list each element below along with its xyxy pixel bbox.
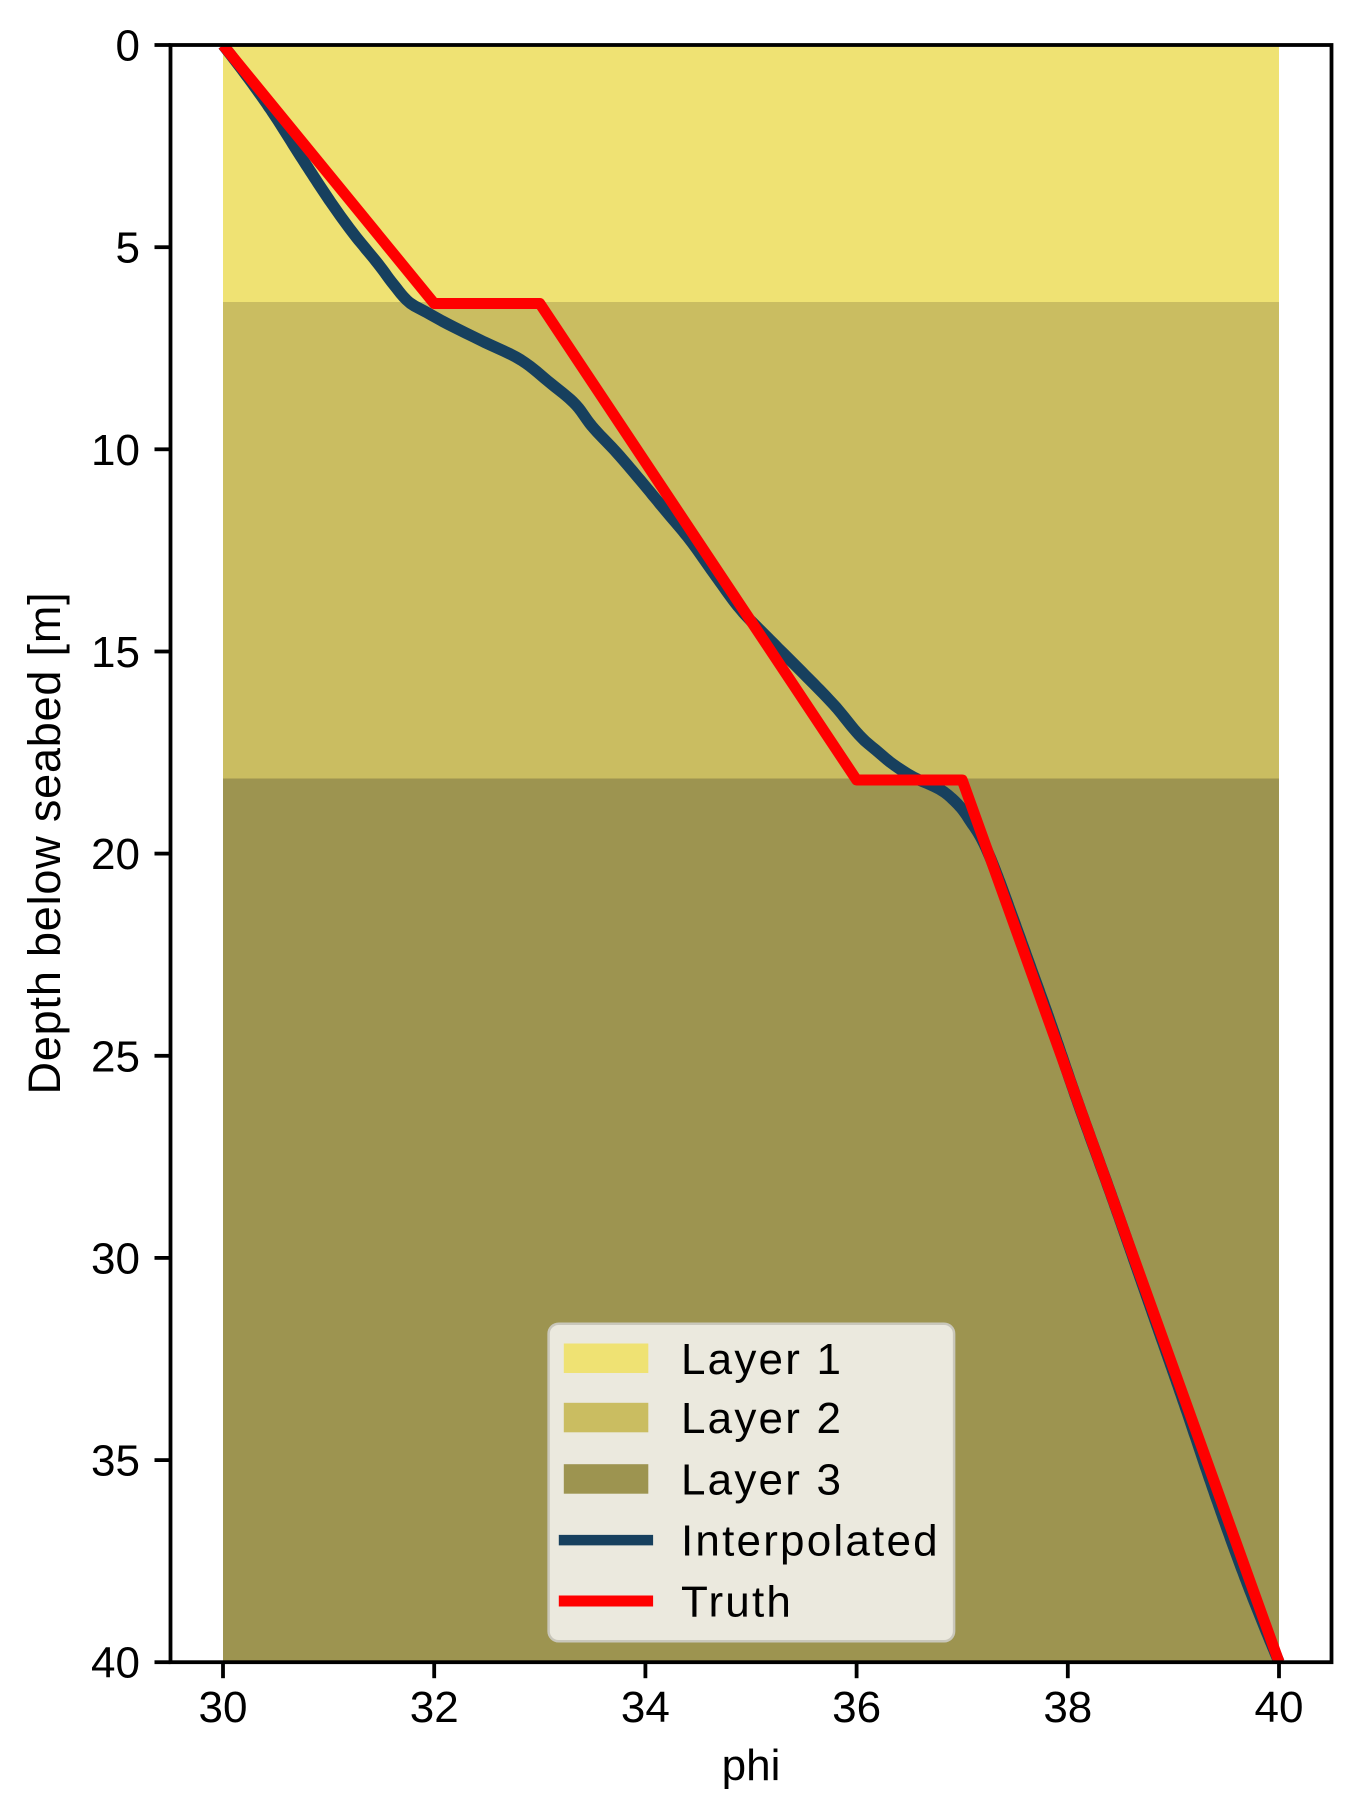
svg-text:Depth below seabed [m]: Depth below seabed [m] [19, 592, 70, 1095]
svg-text:Interpolated: Interpolated [681, 1517, 940, 1566]
svg-text:32: 32 [410, 1683, 459, 1732]
svg-text:Layer 3: Layer 3 [681, 1456, 843, 1505]
svg-text:Layer 2: Layer 2 [681, 1394, 843, 1443]
svg-text:35: 35 [91, 1437, 140, 1486]
svg-text:40: 40 [91, 1639, 140, 1688]
svg-text:10: 10 [91, 426, 140, 475]
svg-text:30: 30 [91, 1234, 140, 1283]
svg-text:phi: phi [722, 1741, 781, 1790]
svg-text:34: 34 [621, 1683, 670, 1732]
svg-text:Truth: Truth [681, 1578, 793, 1627]
svg-text:38: 38 [1043, 1683, 1092, 1732]
svg-text:Layer 1: Layer 1 [681, 1335, 843, 1384]
svg-text:20: 20 [91, 830, 140, 879]
svg-text:0: 0 [116, 22, 140, 71]
svg-text:15: 15 [91, 628, 140, 677]
svg-text:5: 5 [116, 224, 140, 273]
svg-text:25: 25 [91, 1032, 140, 1081]
svg-text:36: 36 [832, 1683, 881, 1732]
svg-text:40: 40 [1255, 1683, 1304, 1732]
svg-text:30: 30 [199, 1683, 248, 1732]
